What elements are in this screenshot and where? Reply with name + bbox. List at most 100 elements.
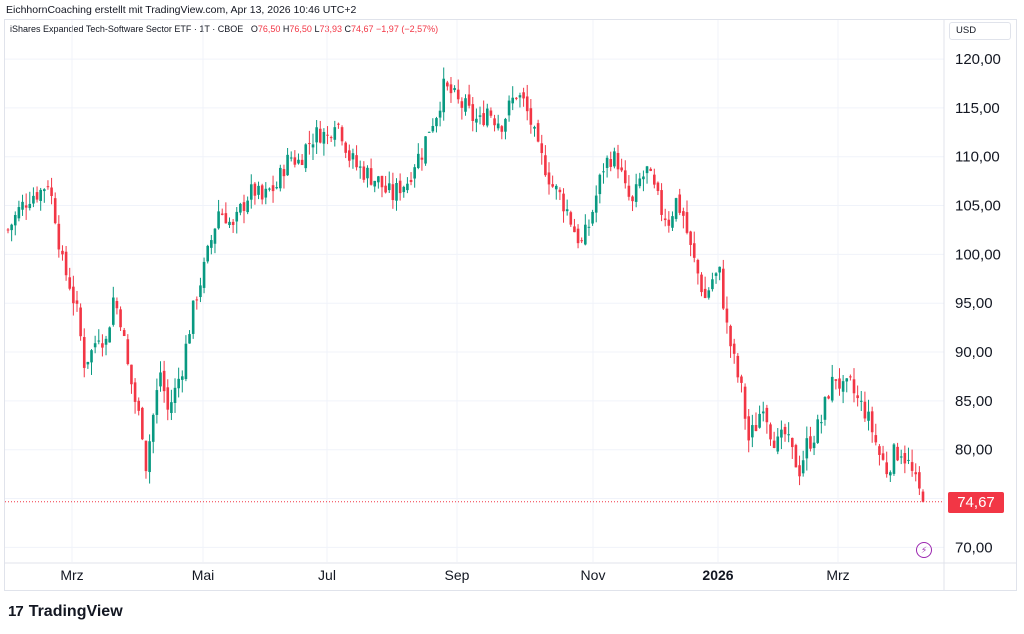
last-price-label: 74,67 [948, 491, 1004, 513]
candle-body [642, 176, 645, 180]
y-tick-label: 90,00 [955, 344, 993, 361]
candle-body [311, 144, 315, 148]
tradingview-brand[interactable]: 17 TradingView [8, 603, 123, 621]
candle-body [790, 437, 794, 448]
candle-body [366, 167, 369, 179]
candle-body [918, 472, 921, 489]
candle-body [104, 338, 108, 345]
candle-body [496, 123, 500, 129]
candle-body [166, 387, 170, 410]
candle-body [761, 411, 765, 414]
candle-body [801, 460, 805, 474]
candle-body [406, 183, 409, 191]
candle-body [776, 436, 780, 452]
candle-body [783, 426, 787, 435]
candle-body [885, 462, 888, 475]
candle-body [874, 435, 878, 443]
symbol-legend: iShares Expanded Tech-Software Sector ET… [10, 24, 438, 34]
candle-body [115, 301, 119, 309]
candle-body [823, 397, 827, 420]
candle-body [914, 472, 918, 475]
candle-body [507, 100, 511, 116]
candle-body [536, 123, 540, 142]
candle-body [565, 209, 569, 212]
candle-body [464, 98, 467, 112]
candle-body [416, 153, 420, 168]
candle-body [547, 172, 551, 185]
candle-body [685, 212, 689, 233]
candle-body [377, 176, 380, 183]
high-label: H [282, 24, 290, 34]
candle-body [130, 364, 133, 385]
currency-selector[interactable]: USD [949, 22, 1011, 40]
candle-body [326, 134, 329, 136]
candle-body [420, 157, 424, 160]
candle-body [318, 128, 322, 143]
candle-body [921, 491, 925, 502]
candle-body [798, 465, 801, 477]
candle-body [446, 82, 449, 87]
candle-body [28, 203, 32, 209]
x-tick-label: 2026 [702, 567, 733, 583]
candle-body [627, 185, 631, 197]
candle-body [387, 183, 391, 191]
candle-body [587, 226, 591, 228]
candle-body [155, 390, 159, 415]
candle-body [293, 157, 297, 165]
candle-body [220, 213, 224, 215]
candle-body [50, 187, 53, 197]
candle-body [562, 193, 565, 212]
x-tick-label: Jul [318, 567, 336, 583]
candle-body [61, 250, 64, 255]
candle-body [751, 425, 754, 438]
candle-body [162, 370, 166, 392]
candle-body [754, 425, 758, 432]
symbol-name: iShares Expanded Tech-Software Sector ET… [10, 24, 244, 34]
candle-body [144, 440, 148, 472]
y-tick-label: 85,00 [955, 393, 993, 410]
candle-body [892, 444, 896, 474]
candle-body [544, 155, 547, 176]
candle-body [217, 211, 220, 229]
candle-body [199, 285, 202, 298]
candle-body [674, 198, 678, 219]
candle-body [413, 167, 416, 179]
candle-body [101, 343, 104, 348]
candle-body [180, 376, 184, 380]
y-tick-label: 70,00 [955, 539, 993, 556]
candle-body [53, 198, 57, 224]
candle-body [867, 411, 870, 421]
candle-body [551, 184, 554, 187]
candle-body [511, 97, 515, 104]
candle-body [111, 297, 115, 325]
candle-body [191, 300, 195, 334]
candle-body [889, 472, 892, 476]
close-value: 74,67 [351, 24, 374, 34]
candle-body [631, 196, 634, 202]
candle-body [910, 462, 914, 471]
y-tick-label: 80,00 [955, 442, 993, 459]
candle-body [569, 212, 573, 225]
candle-body [598, 174, 602, 195]
candle-body [500, 126, 504, 132]
candle-body [602, 171, 605, 173]
candle-body [39, 189, 42, 201]
candle-body [747, 416, 751, 441]
candle-body [148, 441, 151, 473]
x-tick-label: Sep [445, 567, 470, 583]
candle-body [758, 413, 761, 428]
candle-body [213, 228, 217, 244]
candle-body [264, 188, 268, 198]
candle-body [75, 300, 79, 304]
candle-body [863, 401, 867, 419]
candle-body [268, 188, 271, 190]
candle-body [467, 94, 471, 106]
candle-body [816, 419, 820, 443]
candle-body [424, 136, 427, 164]
lightning-bolt-icon[interactable]: ⚡ [916, 542, 932, 558]
open-label: O [250, 24, 258, 34]
candle-body [493, 118, 496, 126]
candle-body [337, 123, 340, 125]
candle-body [649, 168, 652, 171]
